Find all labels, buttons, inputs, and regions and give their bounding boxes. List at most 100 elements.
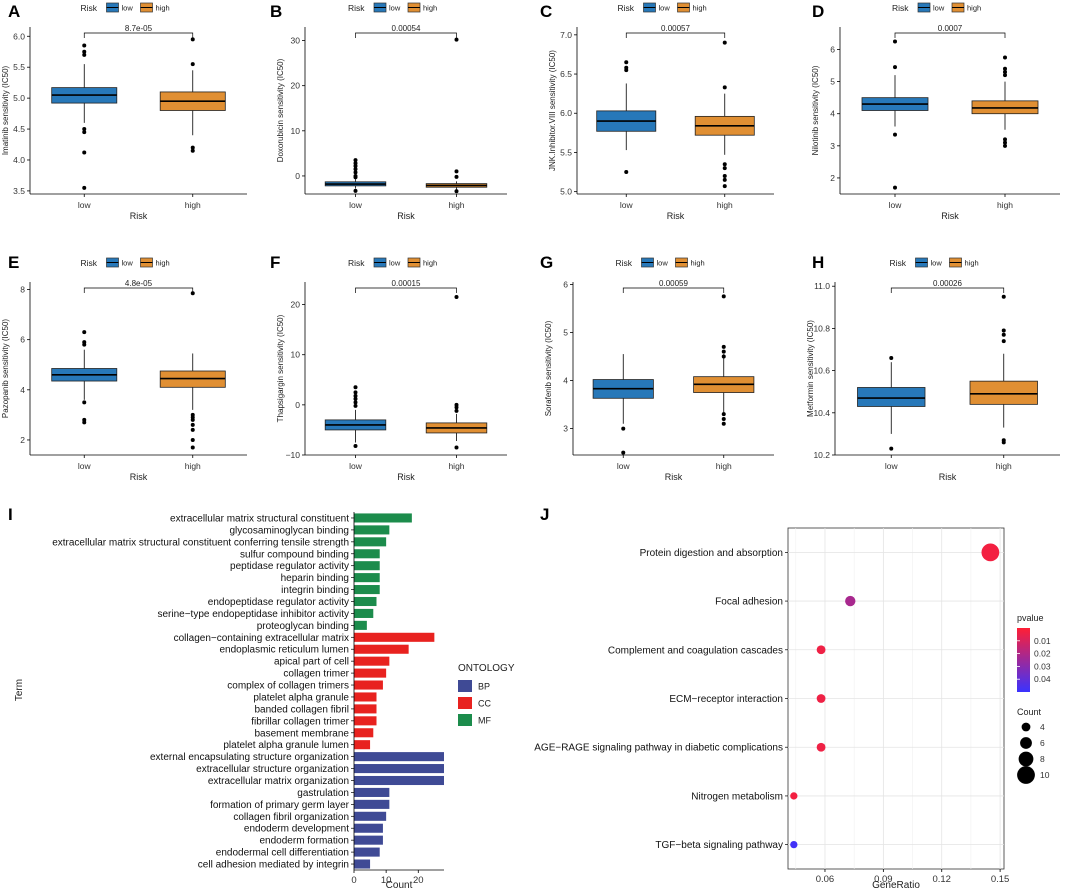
bar (354, 549, 380, 559)
p-value-label: 0.00054 (392, 24, 421, 33)
size-legend-dot (1021, 722, 1031, 732)
y-tick-label: 6 (563, 279, 568, 289)
bar (354, 561, 380, 571)
y-axis-title: Sorafenib sensitivity (IC50) (544, 320, 553, 416)
outlier-point (1001, 294, 1006, 299)
outlier-point (721, 412, 726, 417)
x-tick-label: low (78, 461, 92, 471)
outlier-point (889, 446, 894, 451)
term-label: endoderm formation (260, 836, 350, 847)
bar (354, 692, 377, 702)
size-legend-label: 10 (1040, 770, 1050, 780)
legend-label-low: low (122, 259, 134, 268)
outlier-point (624, 68, 629, 73)
legend-key-bp (458, 680, 472, 692)
x-axis-title: Risk (665, 472, 683, 482)
panel-label: E (8, 253, 19, 272)
term-label: collagen trimer (283, 669, 349, 680)
y-tick-label: 20 (291, 300, 301, 310)
outlier-point (353, 396, 358, 401)
y-axis-title: Pazopanib sensitivity (IC50) (1, 319, 10, 418)
outlier-point (721, 354, 726, 359)
pathway-label: TGF−beta signaling pathway (655, 840, 783, 851)
y-tick-label: 5 (830, 77, 835, 87)
y-tick-label: 10 (291, 126, 301, 136)
outlier-point (82, 185, 87, 190)
significance-bracket (622, 287, 725, 293)
significance-bracket (625, 32, 726, 38)
y-axis-title: JNK.Inhibitor.VIII sensitivity (IC50) (548, 50, 557, 171)
outlier-point (621, 450, 626, 455)
significance-bracket (83, 287, 194, 293)
x-axis-title: Risk (939, 472, 957, 482)
y-tick-label: 11.0 (814, 281, 830, 291)
x-tick-label: low (617, 461, 631, 471)
p-value-label: 0.00059 (659, 279, 688, 288)
color-bar-label: 0.01 (1034, 636, 1051, 646)
legend-label-high: high (423, 4, 437, 13)
y-tick-label: 4 (563, 376, 568, 386)
y-tick-label: 4.0 (13, 155, 25, 165)
significance-bracket (83, 32, 194, 38)
term-label: extracellular matrix organization (208, 776, 349, 787)
pathway-label: AGE−RAGE signaling pathway in diabetic c… (534, 743, 783, 754)
outlier-point (893, 132, 897, 137)
legend-title: Risk (616, 258, 633, 268)
term-label: proteoglycan binding (257, 621, 349, 632)
y-tick-label: 6 (830, 44, 835, 54)
bar (354, 620, 367, 630)
y-tick-label: 10.2 (813, 450, 830, 460)
legend-key-mf (458, 714, 472, 726)
bar (354, 847, 380, 857)
outlier-point (454, 408, 459, 413)
y-tick-label: 4.5 (13, 124, 25, 134)
legend-title: Risk (890, 258, 907, 268)
outlier-point (1001, 328, 1006, 333)
bar (354, 656, 390, 666)
dot (790, 840, 798, 849)
color-bar-label: 0.04 (1034, 674, 1051, 684)
x-tick-label: 0.09 (874, 874, 893, 885)
outlier-point (722, 177, 727, 182)
term-label: fibrillar collagen trimer (251, 716, 349, 727)
y-tick-label: −10 (286, 450, 301, 460)
y-tick-label: 2 (20, 435, 25, 445)
term-label: gastrulation (297, 788, 349, 799)
outlier-point (722, 40, 727, 45)
outlier-point (893, 39, 897, 44)
bar (354, 716, 377, 726)
outlier-point (353, 400, 358, 405)
legend-label-low: low (931, 259, 943, 268)
panel-label: F (270, 253, 280, 272)
y-tick-label: 5.0 (560, 187, 572, 197)
y-axis-title: Imatinib sensitivity (IC50) (1, 65, 10, 155)
x-tick-label: 0 (351, 875, 356, 886)
outlier-point (190, 422, 195, 427)
panel-label: G (540, 253, 553, 272)
outlier-point (353, 167, 358, 172)
panel-c: C Risk low high 5.0 5.5 6.0 6.5 7.0 low high Risk JN… (540, 2, 774, 221)
size-legend-dot (1017, 766, 1035, 784)
outlier-point (721, 344, 726, 349)
outlier-point (190, 417, 195, 422)
x-axis-title: Risk (130, 472, 148, 482)
outlier-point (454, 169, 459, 174)
y-tick-label: 5.0 (13, 93, 25, 103)
legend-label-high: high (156, 259, 170, 268)
outlier-point (1003, 143, 1007, 148)
legend-label: MF (478, 716, 491, 726)
y-tick-label: 4 (20, 385, 25, 395)
x-tick-label: high (717, 200, 733, 210)
bar (354, 775, 444, 786)
y-tick-label: 10.6 (813, 366, 830, 376)
y-tick-label: 5.5 (13, 62, 25, 72)
legend-label-high: high (965, 259, 979, 268)
dot (816, 694, 826, 703)
outlier-point (190, 291, 195, 296)
legend-label-high: high (691, 259, 705, 268)
outlier-point (353, 390, 358, 395)
x-axis-title: Count (386, 880, 413, 891)
size-legend-dot (1018, 751, 1034, 767)
legend-label-low: low (389, 4, 401, 13)
y-tick-label: 2 (830, 173, 835, 183)
